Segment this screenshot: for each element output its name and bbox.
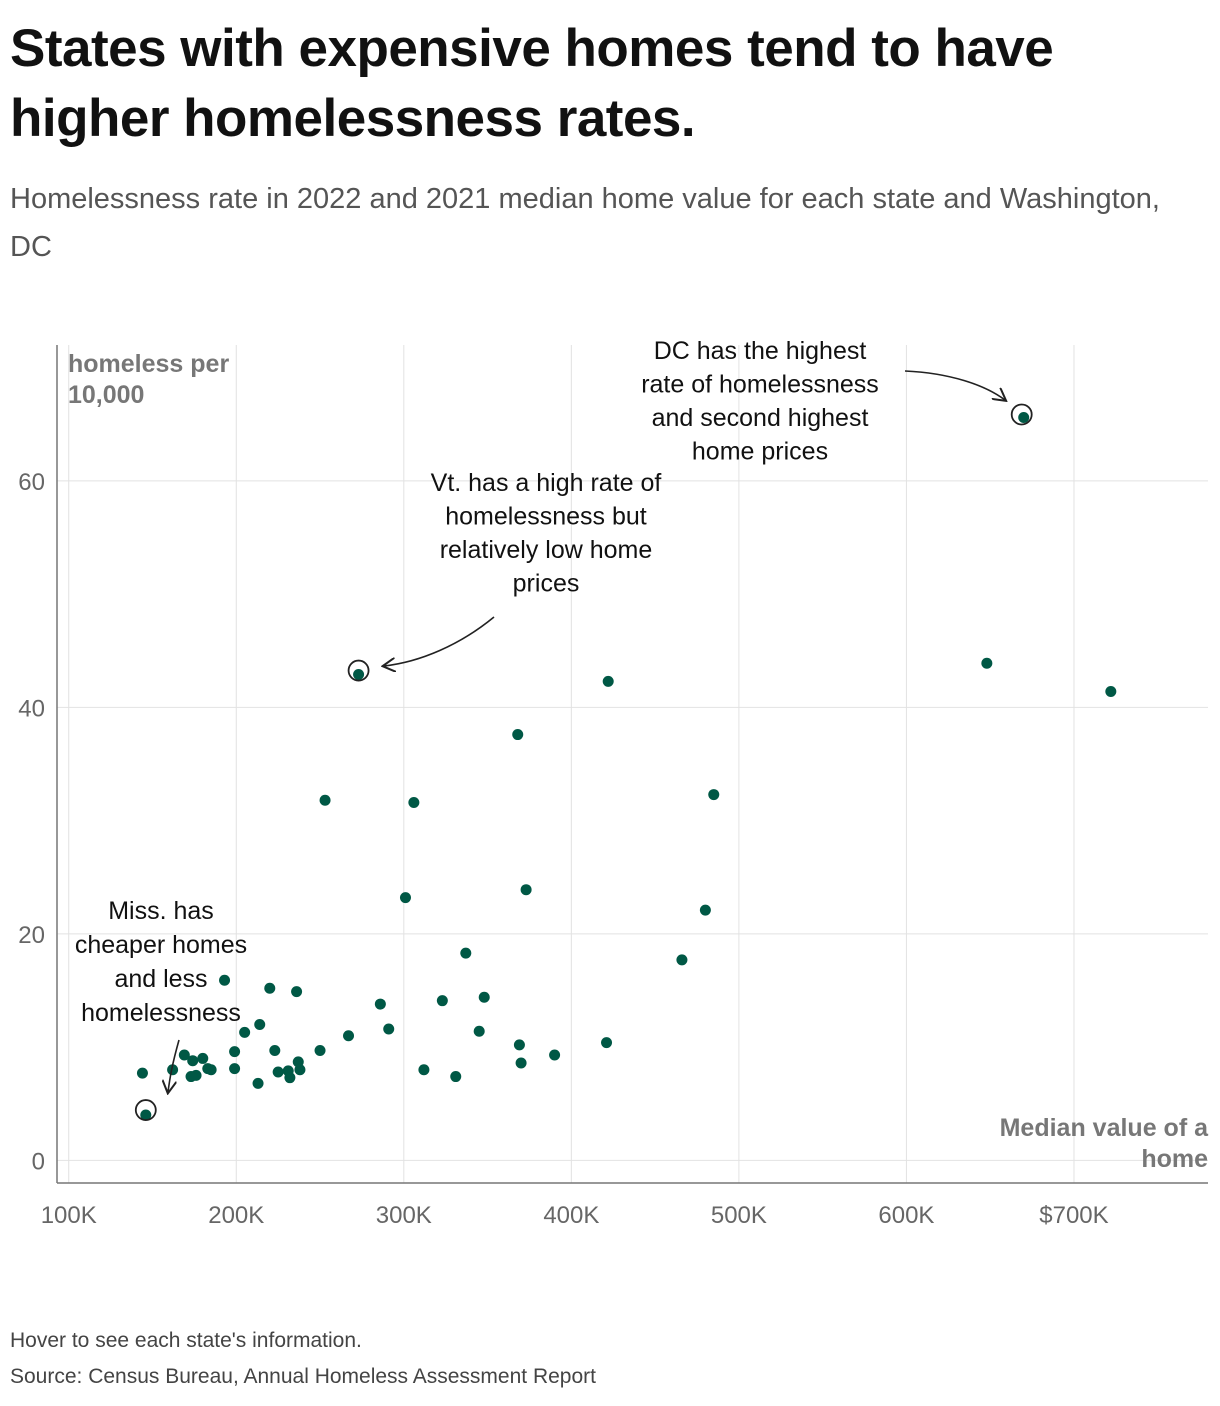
annotations: DC has the highest rate of homelessness an… xyxy=(75,337,1033,1121)
data-point-2 xyxy=(140,1109,152,1121)
data-point-0 xyxy=(1018,411,1030,423)
annotation-text-0: DC has the highest rate of homelessness an… xyxy=(641,337,879,466)
x-tick-label-4: 500K xyxy=(711,1202,767,1229)
data-point-15 xyxy=(219,974,231,986)
annotation-text-2: Miss. has cheaper homes and less homelessne… xyxy=(75,897,247,1027)
axes: 100K 200K 300K 400K 500K 600K $700K 0 20 40 60 xyxy=(18,345,1208,1229)
data-point-18 xyxy=(478,991,490,1003)
annotation-arrow-2 xyxy=(168,1039,180,1092)
data-point-4 xyxy=(1105,686,1117,698)
data-point-9 xyxy=(408,797,420,809)
y-tick-label-3: 60 xyxy=(18,469,45,496)
data-point-13 xyxy=(460,947,472,959)
data-point-6 xyxy=(512,729,524,741)
data-point-50 xyxy=(252,1077,264,1089)
data-point-14 xyxy=(676,954,688,966)
data-point-10 xyxy=(520,884,532,896)
data-point-47 xyxy=(185,1071,197,1083)
data-point-22 xyxy=(383,1023,395,1035)
data-point-40 xyxy=(205,1064,217,1076)
chart-title: States with expensive homes tend to have… xyxy=(10,19,1054,148)
x-tick-label-0: 100K xyxy=(41,1202,97,1229)
y-tick-label-0: 0 xyxy=(32,1148,45,1175)
source-note: Source: Census Bureau, Annual Homeless A… xyxy=(10,1365,596,1388)
data-point-11 xyxy=(399,892,411,904)
data-point-39 xyxy=(229,1063,241,1075)
x-tick-label-2: 300K xyxy=(376,1202,432,1229)
gridlines xyxy=(57,345,1208,1183)
data-point-3 xyxy=(981,657,993,669)
data-point-21 xyxy=(254,1018,266,1030)
data-point-20 xyxy=(374,998,386,1010)
data-point-17 xyxy=(291,986,303,998)
x-tick-label-6: $700K xyxy=(1039,1202,1108,1229)
x-tick-label-5: 600K xyxy=(878,1202,934,1229)
scatter-plot: 100K 200K 300K 400K 500K 600K $700K 0 20 40 60 hom… xyxy=(18,337,1209,1229)
data-point-8 xyxy=(319,794,331,806)
data-point-23 xyxy=(239,1026,251,1038)
annotation-1: Vt. has a high rate of homelessness but re… xyxy=(347,469,662,682)
x-tick-label-1: 200K xyxy=(208,1202,264,1229)
hover-note: Hover to see each state's information. xyxy=(10,1329,362,1352)
data-point-7 xyxy=(708,789,720,801)
data-point-45 xyxy=(136,1067,148,1079)
y-axis-title: homeless per 10,000 xyxy=(68,350,229,409)
annotation-0: DC has the highest rate of homelessness an… xyxy=(641,337,1033,466)
data-point-5 xyxy=(602,675,614,687)
chart-subtitle: Homelessness rate in 2022 and 2021 media… xyxy=(10,183,1160,263)
annotation-2: Miss. has cheaper homes and less homelessne… xyxy=(75,897,247,1121)
x-axis-title: Median value of a home xyxy=(1000,1114,1209,1173)
data-point-41 xyxy=(418,1064,430,1076)
data-point-43 xyxy=(294,1064,306,1076)
annotation-ring-0 xyxy=(1010,403,1033,426)
annotation-ring-1 xyxy=(347,659,370,682)
data-point-25 xyxy=(343,1030,355,1042)
data-point-12 xyxy=(699,904,711,916)
data-point-44 xyxy=(272,1066,284,1078)
x-tick-label-3: 400K xyxy=(543,1202,599,1229)
data-point-34 xyxy=(187,1055,199,1067)
y-tick-label-2: 40 xyxy=(18,695,45,722)
data-point-33 xyxy=(197,1052,209,1064)
data-point-16 xyxy=(264,982,276,994)
data-points xyxy=(136,411,1117,1121)
data-point-32 xyxy=(178,1049,190,1061)
data-point-19 xyxy=(436,995,448,1007)
data-point-29 xyxy=(269,1045,281,1057)
data-point-27 xyxy=(601,1037,613,1049)
data-point-36 xyxy=(515,1057,527,1069)
data-point-49 xyxy=(450,1071,462,1083)
data-point-31 xyxy=(549,1049,561,1061)
x-axis-label: Median value of a home xyxy=(1000,1114,1209,1173)
data-point-28 xyxy=(229,1046,241,1058)
annotation-text-1: Vt. has a high rate of homelessness but re… xyxy=(431,469,662,598)
annotation-arrow-1 xyxy=(384,616,495,666)
y-axis-label: homeless per 10,000 xyxy=(68,350,229,409)
y-tick-label-1: 20 xyxy=(18,922,45,949)
data-point-30 xyxy=(314,1045,326,1057)
data-point-38 xyxy=(167,1064,179,1076)
data-point-24 xyxy=(473,1025,485,1037)
data-point-1 xyxy=(353,669,365,681)
data-point-48 xyxy=(284,1072,296,1084)
annotation-ring-2 xyxy=(134,1099,157,1121)
data-point-26 xyxy=(513,1039,525,1051)
annotation-arrow-0 xyxy=(904,370,1005,400)
